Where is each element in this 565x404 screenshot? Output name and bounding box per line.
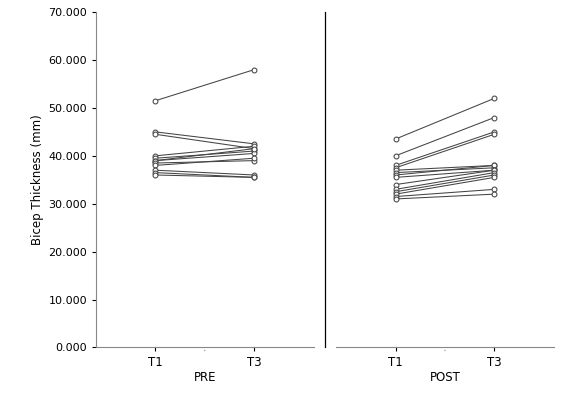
X-axis label: PRE: PRE: [194, 371, 216, 384]
X-axis label: POST: POST: [429, 371, 460, 384]
Y-axis label: Bicep Thickness (mm): Bicep Thickness (mm): [31, 114, 44, 245]
